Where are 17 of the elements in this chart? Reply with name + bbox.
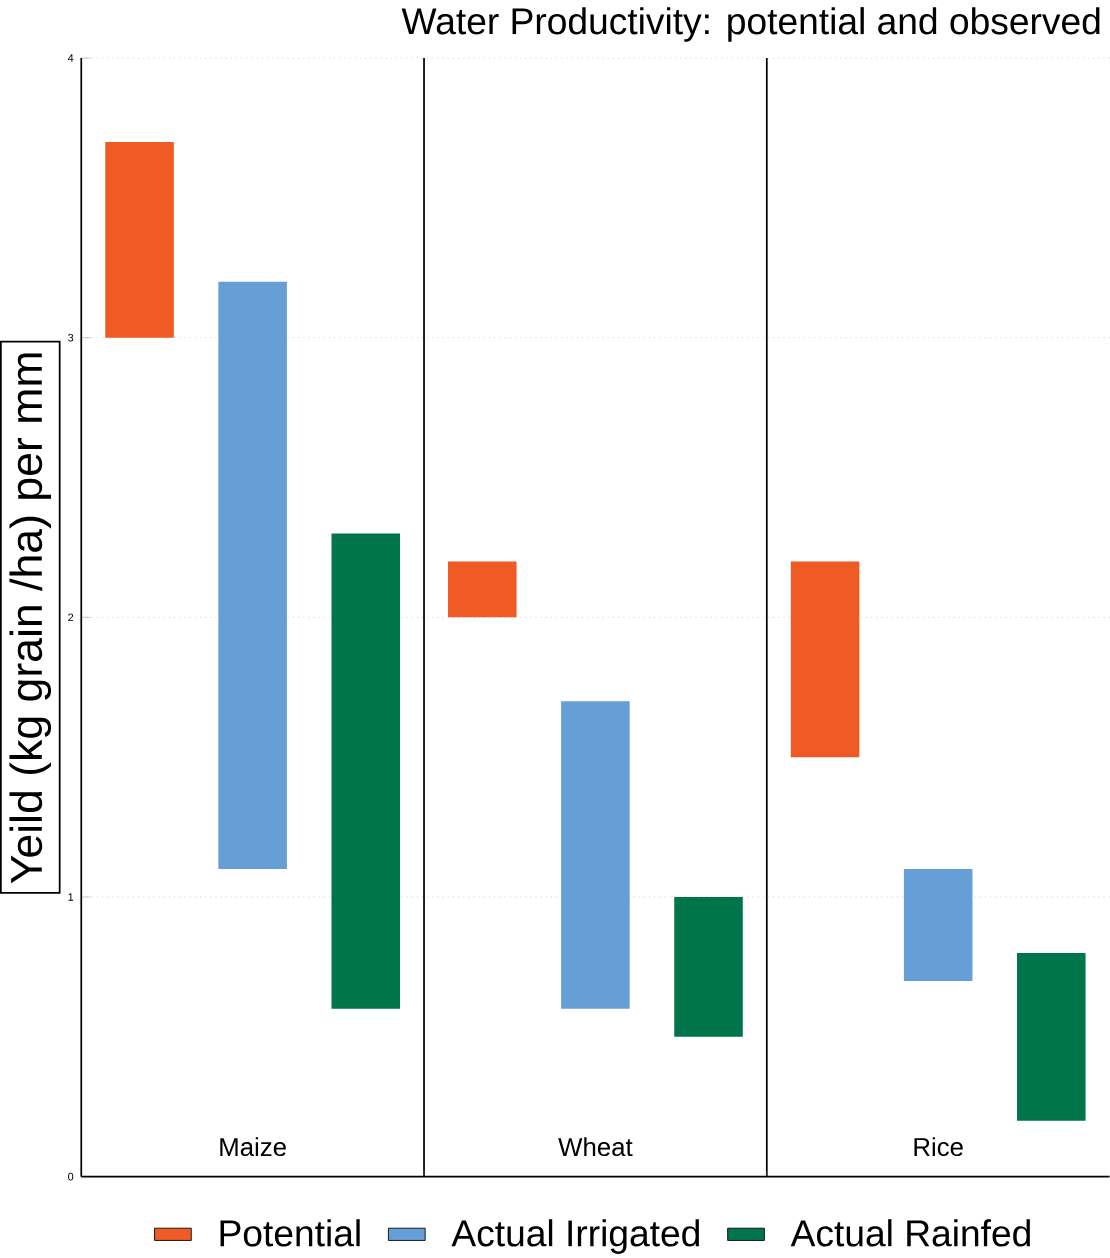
bar <box>105 141 174 338</box>
bar <box>903 869 973 981</box>
bar <box>790 561 860 758</box>
legend-label: Actual Rainfed <box>790 1219 1030 1247</box>
bar <box>331 533 400 1009</box>
bar <box>218 281 287 870</box>
bar <box>560 701 630 1009</box>
y-axis-title: Yeild (kg grain /ha) per mm <box>9 353 51 884</box>
x-tick-label: Rice <box>914 1137 963 1157</box>
x-tick-label: Wheat <box>558 1137 633 1157</box>
bar <box>447 561 517 618</box>
bar <box>674 896 743 1037</box>
chart-title: Water Productivity: potential and observed <box>401 7 1100 42</box>
legend-label: Potential <box>220 1219 360 1247</box>
bar <box>1016 952 1086 1121</box>
x-tick-label: Maize <box>220 1137 286 1157</box>
legend-label: Actual Irrigated <box>451 1219 699 1254</box>
